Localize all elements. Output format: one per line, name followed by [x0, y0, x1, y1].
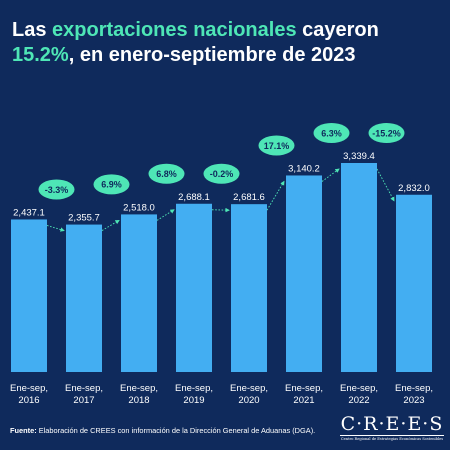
change-badge [313, 123, 350, 143]
category-label: Ene-sep, [230, 383, 268, 394]
source-text: Elaboración de CREES con información de … [36, 426, 316, 435]
title-highlight-1: exportaciones nacionales [52, 19, 297, 41]
bar-2017 [66, 224, 102, 372]
category-label: 2023 [403, 395, 424, 406]
bar-2016 [11, 219, 47, 372]
title-part-2: cayeron [296, 19, 379, 41]
bar-2020 [231, 204, 267, 372]
bar-2019 [176, 203, 212, 372]
change-connector [46, 225, 65, 232]
value-label: 2,832.0 [398, 183, 430, 194]
change-badge [93, 174, 130, 195]
category-label: 2017 [73, 395, 94, 406]
value-label: 2,518.0 [123, 202, 155, 213]
labels-layer: 2,437.1Ene-sep,20162,355.7Ene-sep,20172,… [10, 151, 433, 406]
change-connector [376, 168, 395, 202]
badges-layer: -3.3% 6.9% 6.8% -0.2% 17.1% 6.3% -15.2% [38, 123, 405, 200]
change-label: 6.9% [101, 180, 122, 190]
category-label: Ene-sep, [120, 383, 158, 394]
change-label: 6.8% [156, 169, 177, 179]
source-note: Fuente: Elaboración de CREES con informa… [10, 426, 315, 435]
change-label: -0.2% [210, 169, 234, 179]
category-label: Ene-sep, [340, 383, 378, 394]
value-label: 2,437.1 [13, 207, 45, 218]
logo-subtitle: Centro Regional de Estrategias Económica… [340, 435, 444, 441]
category-label: Ene-sep, [10, 383, 48, 394]
category-label: Ene-sep, [65, 383, 103, 394]
category-label: 2018 [128, 395, 149, 406]
change-connector [266, 180, 285, 211]
change-badge [38, 179, 75, 200]
change-label: -3.3% [45, 185, 69, 195]
category-label: Ene-sep, [175, 383, 213, 394]
change-badge [148, 163, 185, 184]
change-badge [203, 163, 240, 184]
category-label: Ene-sep, [395, 383, 433, 394]
connectors-layer [46, 168, 395, 232]
value-label: 2,681.6 [233, 192, 265, 203]
crees-logo: C·R·E·E·S Centro Regional de Estrategias… [340, 413, 444, 442]
change-badge [368, 123, 405, 143]
value-label: 2,688.1 [178, 192, 210, 203]
category-label: 2019 [183, 395, 204, 406]
change-connector [156, 209, 175, 221]
bar-2018 [121, 214, 157, 372]
change-label: 17.1% [264, 141, 290, 151]
change-badge [258, 135, 295, 156]
category-label: 2022 [348, 395, 369, 406]
category-label: 2016 [18, 395, 39, 406]
bar-2021 [286, 175, 322, 372]
bar-2023 [396, 194, 432, 372]
title-part-3: , en enero-septiembre de 2023 [68, 44, 356, 66]
change-connector [321, 168, 340, 182]
title-highlight-2: 15.2% [12, 44, 69, 66]
category-label: Ene-sep, [285, 383, 323, 394]
bars-layer [11, 163, 432, 372]
change-connector [101, 219, 120, 231]
bar-2022 [341, 163, 377, 372]
source-label: Fuente: [10, 426, 37, 435]
category-label: 2020 [238, 395, 259, 406]
value-label: 3,140.2 [288, 163, 320, 174]
change-label: 6.3% [321, 128, 342, 138]
value-label: 2,355.7 [68, 213, 100, 224]
change-label: -15.2% [372, 128, 401, 138]
page-title: Las exportaciones nacionales cayeron 15.2… [12, 18, 438, 68]
category-label: 2021 [293, 395, 314, 406]
logo-word: C·R·E·E·S [340, 413, 444, 435]
value-label: 3,339.4 [343, 151, 375, 162]
title-part-1: Las [12, 19, 53, 41]
